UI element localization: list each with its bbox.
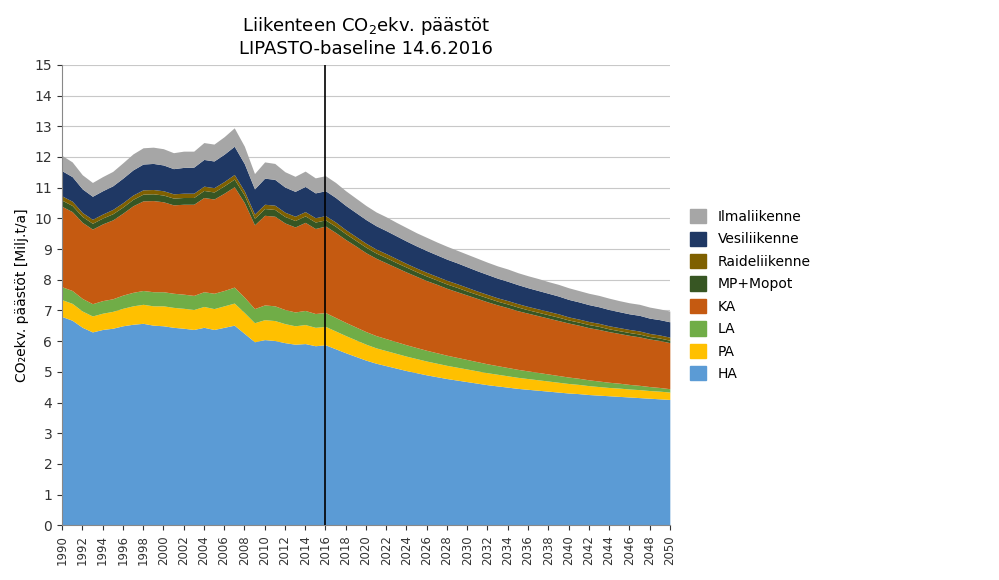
Y-axis label: CO₂ekv. päästöt [Milj.t/a]: CO₂ekv. päästöt [Milj.t/a] — [15, 208, 29, 382]
Legend: Ilmaliikenne, Vesiliikenne, Raideliikenne, MP+Mopot, KA, LA, PA, HA: Ilmaliikenne, Vesiliikenne, Raideliikenn… — [683, 202, 817, 388]
Title: Liikenteen CO$_2$ekv. päästöt
LIPASTO-baseline 14.6.2016: Liikenteen CO$_2$ekv. päästöt LIPASTO-ba… — [239, 15, 493, 58]
